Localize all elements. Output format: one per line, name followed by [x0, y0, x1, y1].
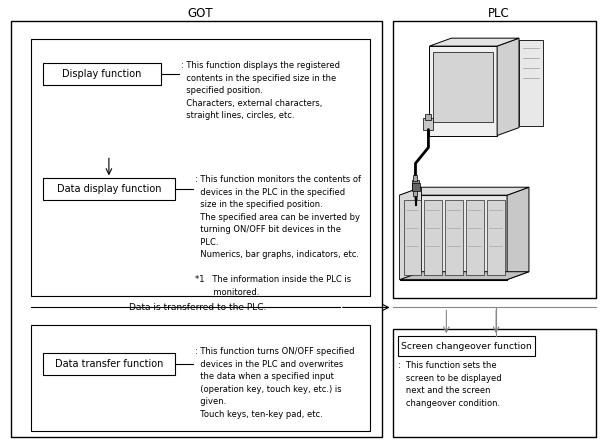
Bar: [412, 180, 419, 190]
Polygon shape: [507, 187, 529, 280]
Bar: [393, 21, 595, 297]
Bar: [31, 326, 370, 431]
Text: :  This function sets the
   screen to be displayed
   next and the screen
   ch: : This function sets the screen to be di…: [398, 361, 501, 408]
Text: : This function turns ON/OFF specified
  devices in the PLC and overwrites
  the: : This function turns ON/OFF specified d…: [194, 347, 354, 419]
Polygon shape: [399, 187, 421, 280]
Text: GOT: GOT: [188, 7, 213, 20]
Text: Data transfer function: Data transfer function: [55, 359, 163, 369]
Polygon shape: [399, 272, 529, 280]
Text: Data display function: Data display function: [56, 184, 161, 194]
Polygon shape: [519, 40, 543, 126]
Bar: [446, 200, 463, 275]
Bar: [413, 183, 421, 191]
Bar: [433, 52, 493, 122]
Text: Data is transferred to the PLC.: Data is transferred to the PLC.: [129, 303, 266, 312]
Bar: [424, 118, 433, 130]
Bar: [413, 190, 418, 196]
Polygon shape: [399, 195, 507, 280]
Bar: [43, 353, 175, 375]
Bar: [487, 200, 505, 275]
Bar: [31, 39, 370, 296]
Bar: [43, 63, 161, 85]
Bar: [393, 329, 595, 437]
Polygon shape: [429, 46, 497, 136]
Polygon shape: [497, 38, 519, 136]
Text: : This function displays the registered
  contents in the specified size in the
: : This function displays the registered …: [180, 61, 339, 120]
Bar: [426, 114, 432, 120]
Text: : This function monitors the contents of
  devices in the PLC in the specified
 : : This function monitors the contents of…: [194, 175, 361, 297]
Polygon shape: [429, 38, 519, 46]
Bar: [413, 175, 418, 181]
Polygon shape: [399, 187, 529, 195]
Bar: [12, 21, 382, 437]
Text: PLC: PLC: [488, 7, 510, 20]
Bar: [404, 200, 421, 275]
Text: Display function: Display function: [63, 69, 141, 79]
Bar: [398, 336, 535, 356]
Bar: [424, 200, 443, 275]
Text: Screen changeover function: Screen changeover function: [401, 342, 532, 351]
Bar: [466, 200, 484, 275]
Bar: [43, 178, 175, 200]
